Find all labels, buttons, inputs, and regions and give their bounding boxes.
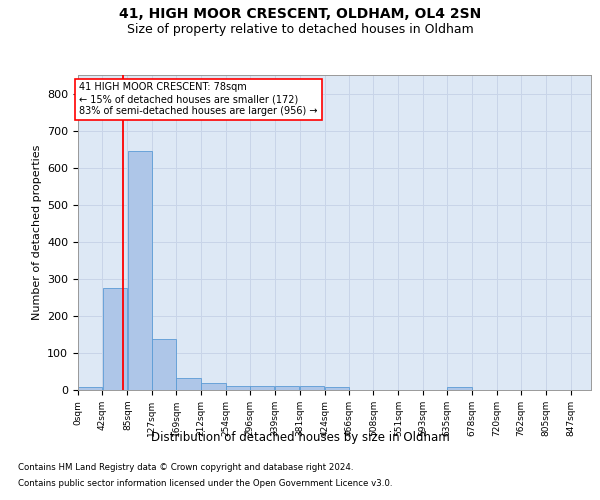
Bar (325, 388, 349, 390)
Bar (152, 339, 176, 390)
Text: Size of property relative to detached houses in Oldham: Size of property relative to detached ho… (127, 22, 473, 36)
Text: 41, HIGH MOOR CRESCENT, OLDHAM, OL4 2SN: 41, HIGH MOOR CRESCENT, OLDHAM, OL4 2SN (119, 8, 481, 22)
Text: Contains public sector information licensed under the Open Government Licence v3: Contains public sector information licen… (18, 478, 392, 488)
Text: Contains HM Land Registry data © Crown copyright and database right 2024.: Contains HM Land Registry data © Crown c… (18, 464, 353, 472)
Bar (300, 386, 324, 390)
Bar (226, 386, 250, 390)
Text: 41 HIGH MOOR CRESCENT: 78sqm
← 15% of detached houses are smaller (172)
83% of s: 41 HIGH MOOR CRESCENT: 78sqm ← 15% of de… (79, 82, 317, 116)
Bar (202, 384, 226, 390)
Bar (78, 387, 102, 390)
Bar (103, 288, 127, 390)
Text: Distribution of detached houses by size in Oldham: Distribution of detached houses by size … (151, 431, 449, 444)
Bar (128, 151, 152, 390)
Bar (448, 388, 472, 390)
Y-axis label: Number of detached properties: Number of detached properties (32, 145, 41, 320)
Bar (275, 386, 299, 390)
Bar (250, 386, 274, 390)
Bar (176, 378, 200, 390)
